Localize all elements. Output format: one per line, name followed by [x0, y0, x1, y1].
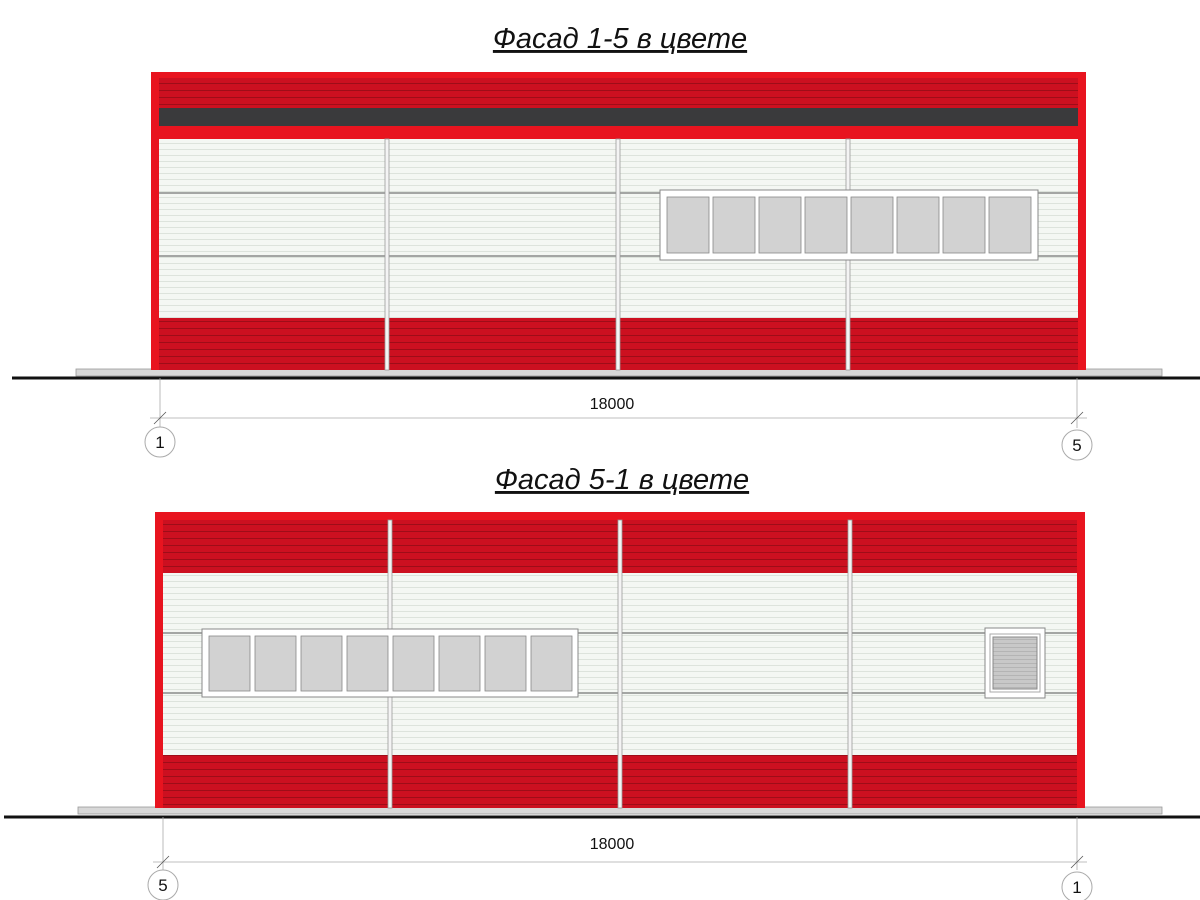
window-strip — [201, 628, 579, 698]
axis-label-right: 1 — [1072, 878, 1081, 897]
dark-band — [159, 108, 1078, 126]
window-strip — [659, 189, 1039, 261]
dimension-line — [150, 378, 1087, 428]
vent-window — [984, 627, 1046, 699]
dimension-label: 18000 — [590, 396, 635, 413]
axis-label-right: 5 — [1072, 436, 1081, 455]
facade-title: Фасад 1-5 в цвете — [493, 23, 747, 55]
axis-label-left: 1 — [155, 433, 164, 452]
facade-5-1: Фасад 5-1 в цвете 180 — [4, 464, 1200, 900]
facade-title: Фасад 5-1 в цвете — [495, 464, 749, 496]
axis-marker-left — [144, 426, 176, 458]
axis-marker-right — [1061, 429, 1093, 461]
facade-1-5: Фасад 1-5 в цвете 18000 1 5 — [12, 23, 1200, 461]
parapet-panel — [159, 78, 1078, 108]
dimension-line — [153, 817, 1087, 870]
dimension-label: 18000 — [590, 836, 635, 853]
axis-label-left: 5 — [158, 876, 167, 895]
axis-marker-left — [147, 869, 179, 900]
axis-marker-right — [1061, 871, 1093, 900]
